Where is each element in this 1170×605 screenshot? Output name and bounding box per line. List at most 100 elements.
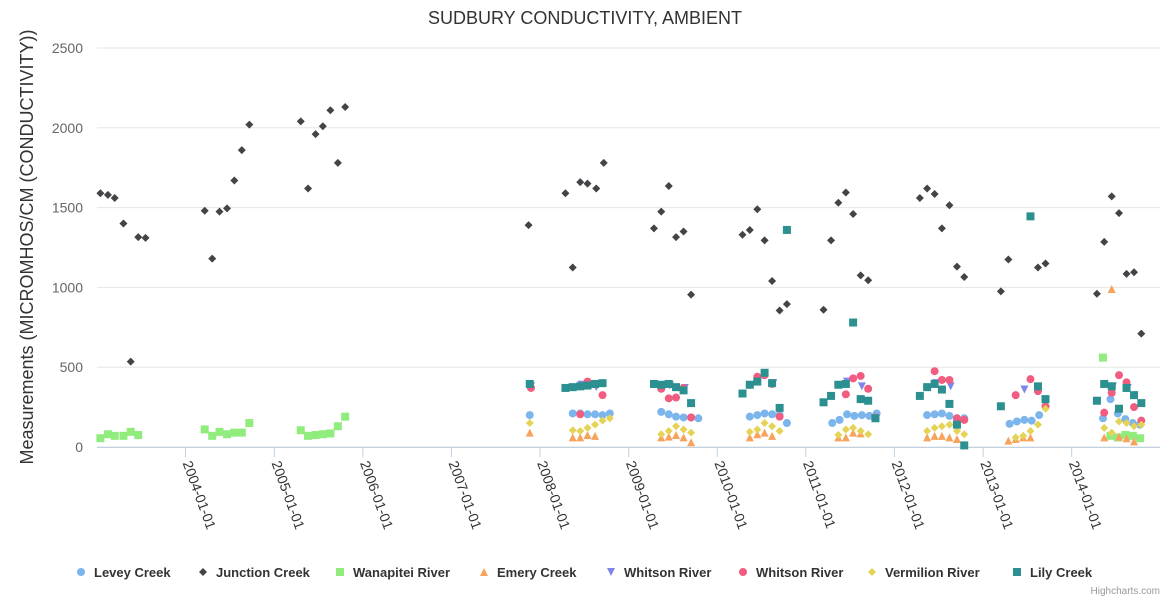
data-point[interactable] [1005,419,1014,428]
data-point[interactable] [568,263,577,272]
data-point[interactable] [834,198,843,207]
data-point[interactable] [126,427,135,436]
data-point[interactable] [679,227,688,236]
data-point[interactable] [753,411,762,420]
data-point[interactable] [598,416,607,425]
data-point[interactable] [672,412,681,421]
data-point[interactable] [1122,269,1131,278]
data-point[interactable] [576,382,585,391]
data-point[interactable] [1035,411,1044,420]
legend-symbol[interactable] [77,568,85,576]
data-point[interactable] [576,433,585,442]
data-point[interactable] [856,395,865,404]
data-point[interactable] [1092,289,1101,298]
data-point[interactable] [945,201,954,210]
data-point[interactable] [760,428,769,437]
data-point[interactable] [333,158,342,167]
data-point[interactable] [649,224,658,233]
data-point[interactable] [930,190,939,199]
data-point[interactable] [664,432,673,441]
data-point[interactable] [923,411,932,420]
data-point[interactable] [745,380,754,389]
data-point[interactable] [657,207,666,216]
data-point[interactable] [326,429,335,438]
data-point[interactable] [333,422,342,431]
data-point[interactable] [679,413,688,422]
data-point[interactable] [915,194,924,203]
data-point[interactable] [760,419,769,428]
data-point[interactable] [318,122,327,131]
data-point[interactable] [326,106,335,115]
data-point[interactable] [687,428,696,437]
data-point[interactable] [841,379,850,388]
data-point[interactable] [200,425,209,434]
data-point[interactable] [768,277,777,286]
data-point[interactable] [245,419,254,428]
data-point[interactable] [827,391,836,400]
data-point[interactable] [119,219,128,228]
data-point[interactable] [923,427,932,436]
data-point[interactable] [568,383,577,392]
data-point[interactable] [304,184,313,193]
data-point[interactable] [1107,388,1116,397]
data-point[interactable] [525,419,534,428]
data-point[interactable] [583,431,592,440]
data-point[interactable] [945,411,954,420]
data-point[interactable] [857,411,866,420]
data-point[interactable] [841,433,850,442]
data-point[interactable] [760,368,769,377]
data-point[interactable] [841,390,850,399]
data-point[interactable] [103,430,112,439]
data-point[interactable] [598,379,607,388]
data-point[interactable] [1026,212,1035,221]
data-point[interactable] [960,273,969,282]
data-point[interactable] [1121,431,1130,440]
data-point[interactable] [591,431,600,440]
data-point[interactable] [738,389,747,398]
data-point[interactable] [1137,399,1146,408]
data-point[interactable] [583,423,592,432]
data-point[interactable] [738,230,747,239]
legend-item-levey-creek[interactable]: Levey Creek [77,565,171,580]
data-point[interactable] [679,386,688,395]
data-point[interactable] [923,433,932,442]
data-point[interactable] [568,409,577,418]
data-point[interactable] [1130,403,1139,412]
data-point[interactable] [960,430,969,439]
data-point[interactable] [568,426,577,435]
data-point[interactable] [1020,415,1029,424]
data-point[interactable] [930,410,939,419]
data-point[interactable] [864,384,873,393]
data-point[interactable] [664,427,673,436]
data-point[interactable] [296,426,305,435]
data-point[interactable] [946,382,955,391]
data-point[interactable] [945,375,954,384]
data-point[interactable] [782,225,791,234]
data-point[interactable] [827,236,836,245]
data-point[interactable] [850,411,859,420]
data-point[interactable] [1107,382,1116,391]
data-point[interactable] [1092,396,1101,405]
data-point[interactable] [782,419,791,428]
data-point[interactable] [96,189,105,198]
data-point[interactable] [937,422,946,431]
data-point[interactable] [834,431,843,440]
data-point[interactable] [657,407,666,416]
data-point[interactable] [1107,284,1116,293]
data-point[interactable] [760,236,769,245]
data-point[interactable] [856,271,865,280]
data-point[interactable] [996,402,1005,411]
data-point[interactable] [664,182,673,191]
data-point[interactable] [1100,423,1109,432]
data-point[interactable] [768,431,777,440]
data-point[interactable] [134,233,143,242]
data-point[interactable] [1115,417,1124,426]
data-point[interactable] [215,427,224,436]
data-point[interactable] [849,374,858,383]
legend-item-wanapitei-river[interactable]: Wanapitei River [336,565,450,580]
data-point[interactable] [591,410,600,419]
data-point[interactable] [937,409,946,418]
data-point[interactable] [1107,192,1116,201]
data-point[interactable] [230,428,239,437]
data-point[interactable] [583,410,592,419]
